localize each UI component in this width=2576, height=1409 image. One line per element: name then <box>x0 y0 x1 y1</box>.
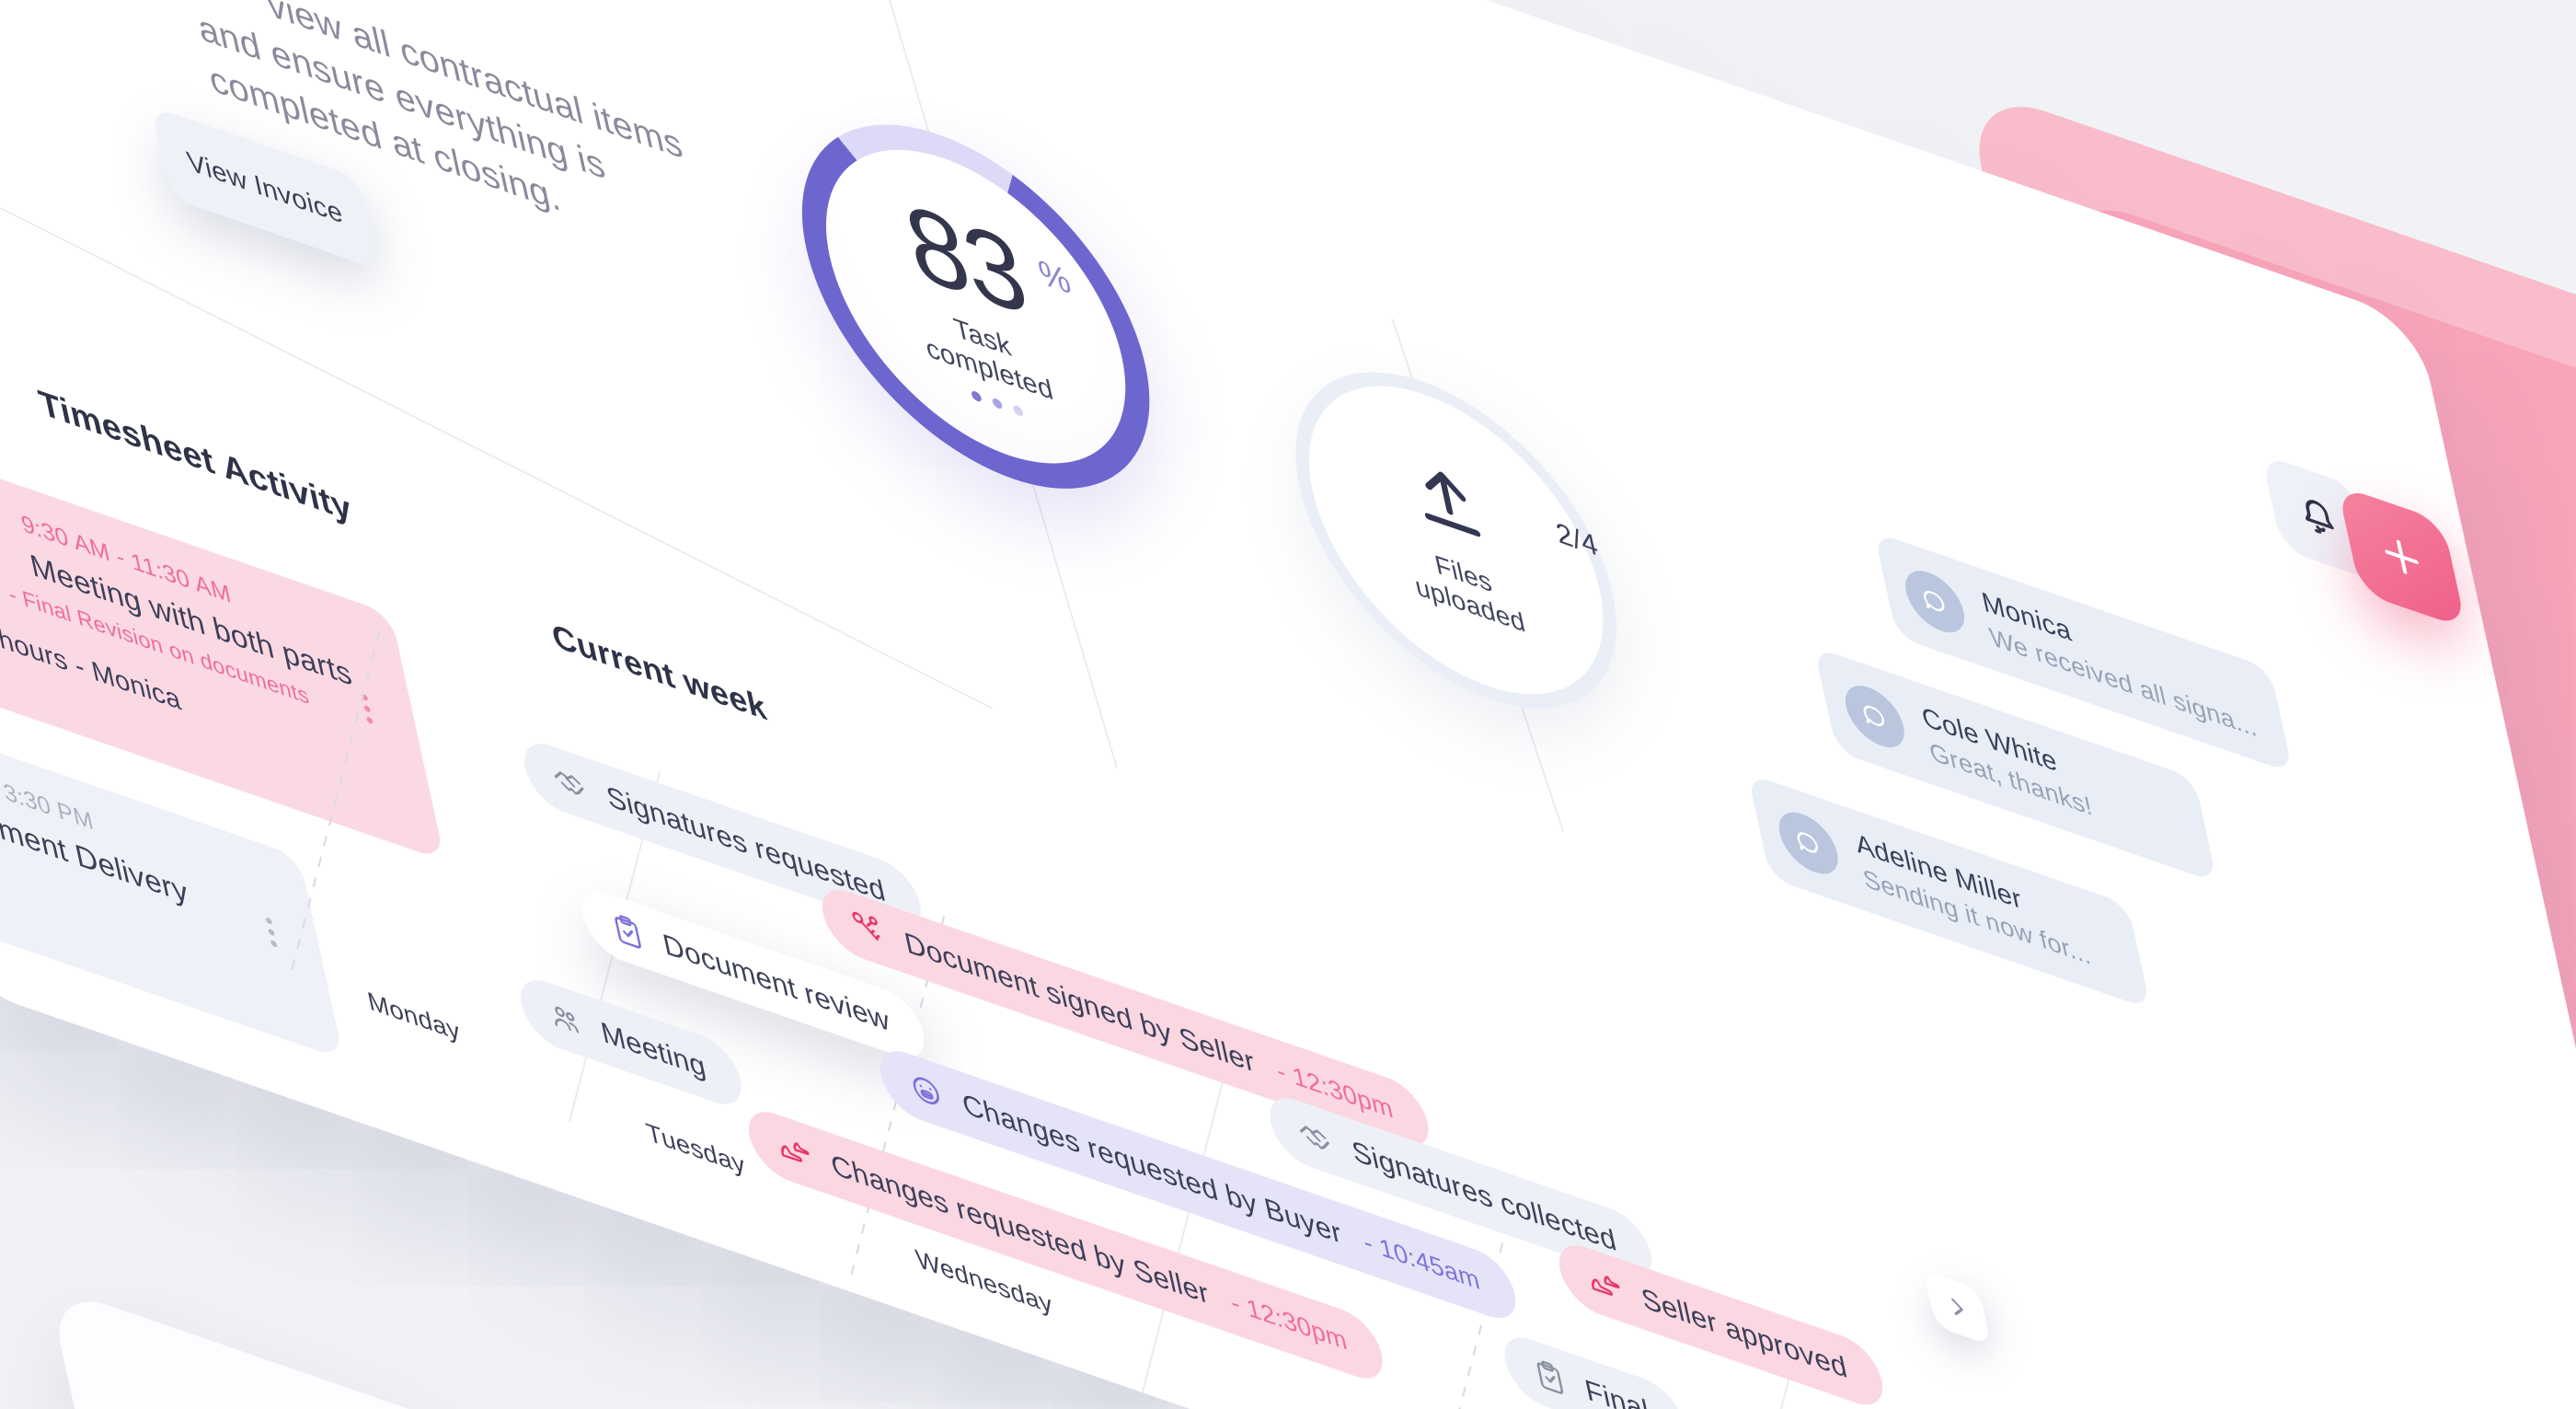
event-pill[interactable]: Changes requested by Buyer - 10:45am <box>873 1041 1523 1328</box>
chevron-right-icon <box>1941 1290 1973 1326</box>
heels-icon <box>772 1126 819 1178</box>
chat-bubble-icon <box>1790 823 1826 863</box>
day-label: Tuesday <box>643 1118 749 1181</box>
event-pill[interactable]: Signatures requested <box>517 733 927 938</box>
message-card[interactable]: Monica We received all signa... <box>1873 531 2294 774</box>
event-label: Seller approved <box>1638 1280 1851 1385</box>
event-label: Meeting <box>597 1014 709 1084</box>
view-invoice-label: View Invoice <box>183 144 346 230</box>
bell-icon <box>2291 487 2346 549</box>
event-pill[interactable]: Document signed by Seller - 12:30pm <box>815 880 1435 1157</box>
face-icon <box>903 1065 949 1117</box>
event-pill[interactable]: Final <box>1498 1328 1692 1409</box>
event-label: Final <box>1581 1372 1653 1409</box>
chat-bubble-icon <box>1857 696 1892 736</box>
upload-icon <box>1393 444 1503 567</box>
background-card <box>47 1284 946 1409</box>
files-uploaded-widget: 2/4 Files uploaded <box>1264 327 1648 754</box>
contract-description: view all contractual items and ensure ev… <box>181 0 753 290</box>
message-card[interactable]: Adeline Miller Sending it now for... <box>1747 772 2152 1010</box>
event-label: Document signed by Seller <box>901 925 1259 1080</box>
task-progress-unit: % <box>1034 252 1075 303</box>
event-pill[interactable]: Changes requested by Seller - 12:30pm <box>742 1102 1389 1388</box>
event-pill[interactable]: Signatures collected <box>1263 1089 1659 1288</box>
clipboard-icon <box>605 907 650 956</box>
handshake-icon <box>1293 1112 1340 1164</box>
files-uploaded-count: 2/4 <box>1552 515 1602 563</box>
day-separator <box>1133 1057 1230 1409</box>
task-progress-ring: 83 % Task completed <box>768 75 1183 537</box>
next-button[interactable] <box>1923 1269 1992 1346</box>
event-pill[interactable]: Document review <box>576 883 931 1068</box>
message-card[interactable]: Cole White Great, thanks! <box>1813 646 2218 884</box>
event-pill[interactable]: Meeting <box>513 970 748 1114</box>
chat-bubble-icon <box>1916 581 1952 621</box>
handshake-icon <box>547 757 594 810</box>
carousel-dots[interactable] <box>970 389 1024 418</box>
event-time: - 12:30pm <box>1227 1288 1351 1357</box>
heels-icon <box>1581 1259 1628 1311</box>
avatar <box>1899 561 1971 641</box>
event-time: - 10:45am <box>1360 1227 1483 1296</box>
avatar <box>1773 803 1844 883</box>
people-icon <box>544 995 589 1045</box>
add-button[interactable] <box>2337 484 2467 629</box>
notifications-button[interactable] <box>2260 453 2376 582</box>
plus-icon <box>2371 523 2432 592</box>
clipboard-icon <box>1527 1352 1572 1402</box>
event-label: Signatures requested <box>603 779 889 908</box>
event-pill[interactable]: Seller approved <box>1552 1236 1890 1409</box>
current-week-title: Current week <box>548 617 771 729</box>
day-label: Monday <box>364 987 464 1047</box>
keys-icon <box>845 904 892 956</box>
avatar <box>1839 676 1910 756</box>
